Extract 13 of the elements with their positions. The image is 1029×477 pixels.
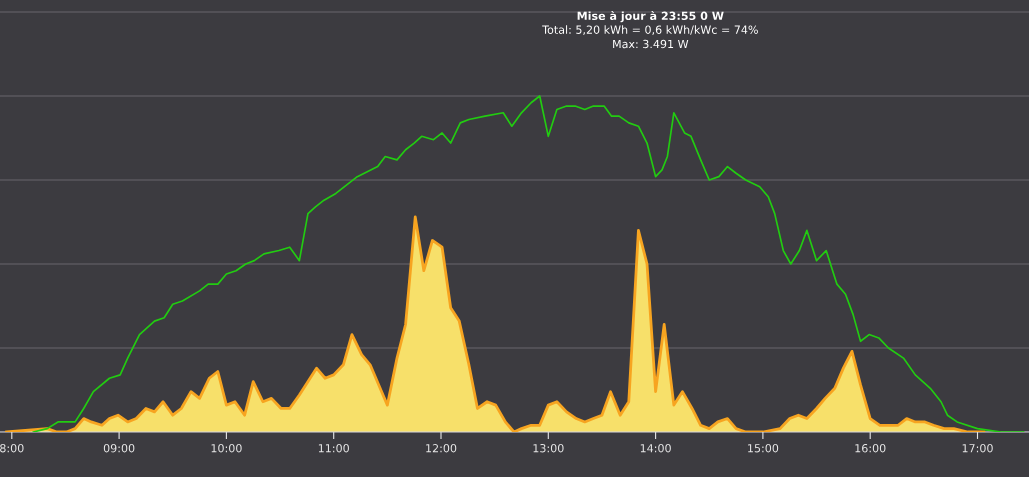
chart-subtitle: Total: 5,20 kWh = 0,6 kWh/kWc = 74% (542, 25, 758, 36)
x-tick-label: 10:00 (211, 444, 242, 453)
x-tick-label: 15:00 (748, 444, 779, 453)
x-tick-label: 16:00 (855, 444, 886, 453)
x-tick-label: 8:00 (0, 444, 24, 453)
text: Max: 3.491 W (613, 39, 689, 49)
x-tick-label: 12:00 (426, 444, 457, 453)
x-tick-label: 13:00 (533, 444, 564, 453)
x-tick-label: 14:00 (640, 444, 671, 453)
chart-title: Mise à jour à 23:55 0 W (577, 10, 724, 23)
x-tick-label: 17:00 (962, 444, 993, 453)
x-tick-label: 09:00 (103, 444, 135, 453)
x-tick-label: 11:00 (318, 444, 349, 453)
